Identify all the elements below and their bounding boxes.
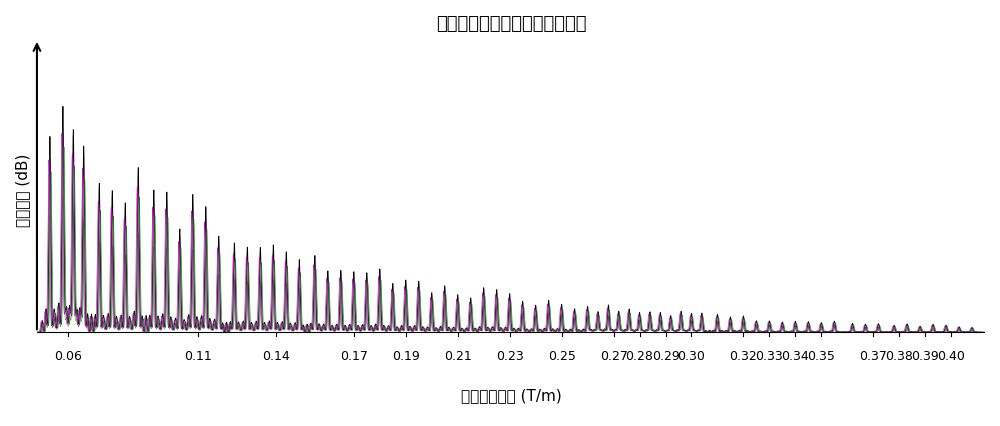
X-axis label: 扩散梯度强度 (T/m): 扩散梯度强度 (T/m) [461, 388, 561, 403]
Y-axis label: 信号强度 (dB): 信号强度 (dB) [15, 153, 30, 227]
Title: 扩散梯度强度逐渐增加的阵列谱: 扩散梯度强度逐渐增加的阵列谱 [436, 15, 586, 33]
